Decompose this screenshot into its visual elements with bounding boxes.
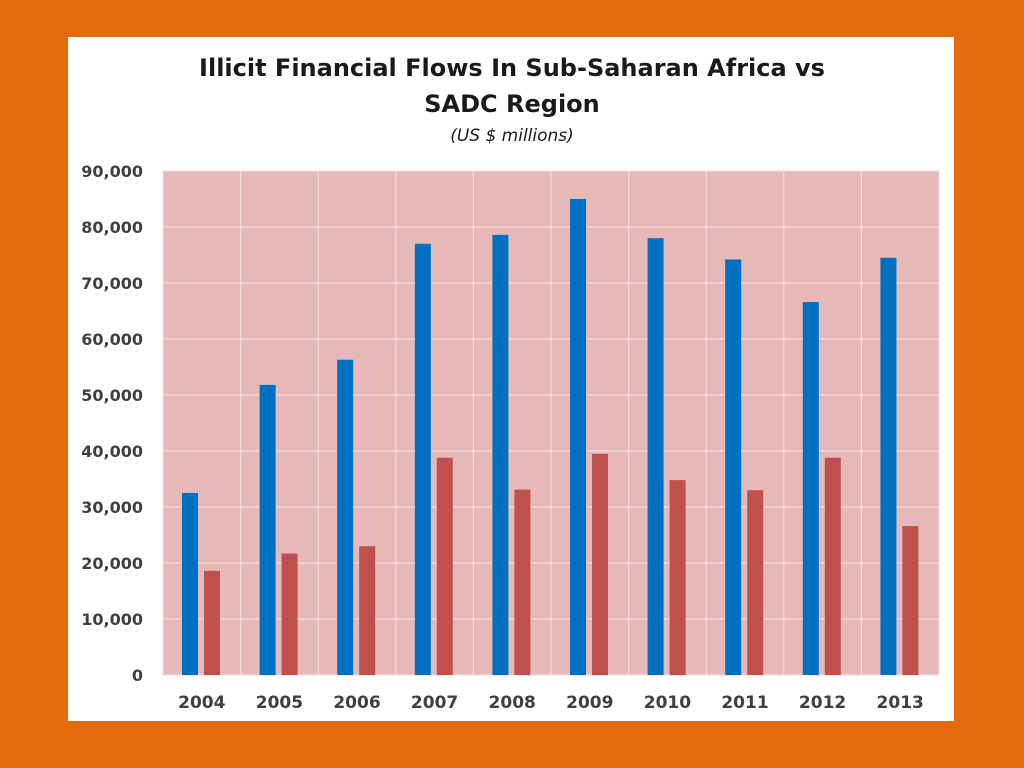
bar-sadc-2011 — [747, 490, 764, 675]
y-tick-label: 20,000 — [81, 554, 143, 573]
y-tick-label: 70,000 — [81, 274, 143, 293]
x-tick-label: 2010 — [644, 693, 691, 713]
x-tick-label: 2012 — [799, 693, 846, 713]
bar-sadc-2013 — [902, 526, 919, 675]
y-tick-label: 10,000 — [81, 610, 143, 629]
bar-sadc-2007 — [436, 457, 453, 675]
y-tick-label: 0 — [132, 666, 143, 685]
y-tick-label: 90,000 — [81, 162, 143, 181]
bar-ssa-2009 — [570, 199, 586, 675]
bar-sadc-2006 — [359, 546, 376, 675]
x-tick-label: 2013 — [877, 693, 924, 713]
bar-ssa-2007 — [414, 243, 431, 676]
x-tick-label: 2005 — [256, 693, 303, 713]
bar-sadc-2005 — [281, 553, 298, 675]
y-tick-label: 30,000 — [81, 498, 143, 517]
y-tick-label: 60,000 — [81, 330, 143, 349]
bar-sadc-2012 — [824, 457, 841, 675]
x-tick-label: 2004 — [178, 693, 225, 713]
bar-ssa-2008 — [492, 234, 509, 675]
x-tick-label: 2011 — [721, 693, 768, 713]
bar-sadc-2010 — [669, 480, 686, 675]
bars — [182, 199, 919, 676]
bar-ssa-2004 — [182, 493, 198, 675]
x-tick-label: 2009 — [566, 693, 613, 713]
y-tick-label: 50,000 — [81, 386, 143, 405]
x-tick-label: 2006 — [333, 693, 380, 713]
x-tick-label: 2007 — [411, 693, 458, 713]
bar-ssa-2005 — [259, 384, 276, 675]
bar-sadc-2009 — [592, 453, 608, 675]
chart-title-line-1: Illicit Financial Flows In Sub-Saharan A… — [199, 54, 825, 82]
bar-sadc-2004 — [204, 570, 220, 675]
bar-ssa-2006 — [337, 359, 354, 675]
bar-ssa-2012 — [802, 302, 819, 675]
chart-title-line-2: SADC Region — [424, 90, 600, 118]
y-axis-ticks: 0 10,000 20,000 30,000 40,000 50,000 60,000 70,… — [81, 162, 143, 685]
bar-ssa-2013 — [880, 257, 897, 675]
x-axis-ticks: 2004 2005 2006 2007 2008 2009 2010 2011 2012 2013 — [178, 693, 924, 713]
bar-ssa-2011 — [725, 259, 742, 675]
x-tick-label: 2008 — [489, 693, 536, 713]
bar-ssa-2010 — [647, 238, 664, 675]
y-tick-label: 40,000 — [81, 442, 143, 461]
bar-sadc-2008 — [514, 489, 531, 675]
chart-subtitle: (US $ millions) — [450, 126, 574, 146]
y-tick-label: 80,000 — [81, 218, 143, 237]
